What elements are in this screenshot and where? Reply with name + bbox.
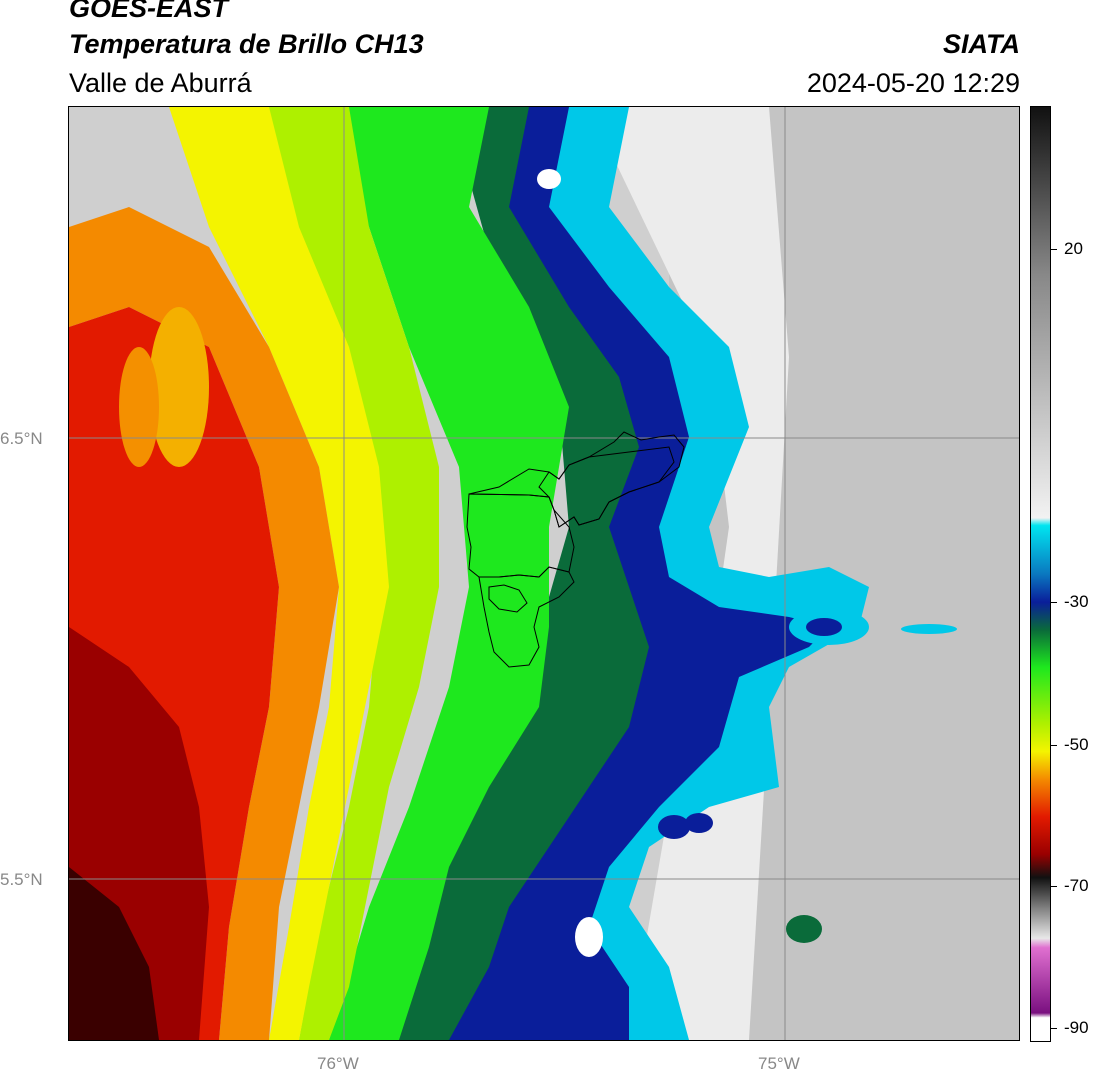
satellite-title: GOES-EAST <box>69 0 229 23</box>
colorbar-tick <box>1051 1028 1057 1029</box>
yellow-band <box>169 107 389 1040</box>
colorbar-label: -50 <box>1064 735 1089 754</box>
yellow-green-band <box>249 107 439 1040</box>
storm-cell-2 <box>786 915 822 943</box>
municipal-boundaries <box>466 431 685 668</box>
colorbar-label: -30 <box>1064 592 1089 611</box>
latitude-label: 5.5°N <box>0 870 43 889</box>
colorbar-tick <box>1051 745 1057 746</box>
orange-blob-1 <box>149 307 209 467</box>
darkgreen-band <box>389 107 649 1040</box>
orange-band <box>69 207 339 1040</box>
longitude-label: 75°W <box>758 1054 800 1073</box>
storm-cell-4 <box>685 813 713 833</box>
boundary-south <box>478 566 575 668</box>
latitude-label: 6.5°N <box>0 429 43 448</box>
storm-cell-1-core <box>806 618 842 636</box>
cloud-gap-1 <box>537 169 561 189</box>
orange-blob-2 <box>119 347 159 467</box>
timestamp: 2024-05-20 12:29 <box>806 68 1020 98</box>
green-band <box>309 107 569 1040</box>
storm-cell-5 <box>901 624 957 634</box>
colorbar-label: -70 <box>1064 876 1089 895</box>
organization-title: SIATA <box>943 29 1020 59</box>
cloud-gap-2 <box>575 917 603 957</box>
colorbar-gradient <box>1031 107 1050 1041</box>
product-title: Temperatura de Brillo CH13 <box>69 29 424 59</box>
colorbar-tick <box>1051 602 1057 603</box>
longitude-label: 76°W <box>317 1054 359 1073</box>
boundary-center-east <box>538 446 675 528</box>
colorbar-label: 20 <box>1064 239 1083 258</box>
storm-cell-3 <box>658 815 690 839</box>
temperature-colorbar <box>1030 106 1051 1042</box>
brightness-temperature-map[interactable] <box>68 106 1020 1041</box>
region-title: Valle de Aburrá <box>69 68 252 98</box>
boundary-south-inner <box>488 584 528 613</box>
light-band <box>589 107 789 1040</box>
colorbar-tick <box>1051 249 1057 250</box>
colorbar-tick <box>1051 886 1057 887</box>
darkest-red-region <box>69 867 159 1040</box>
colorbar-label: -90 <box>1064 1018 1089 1037</box>
